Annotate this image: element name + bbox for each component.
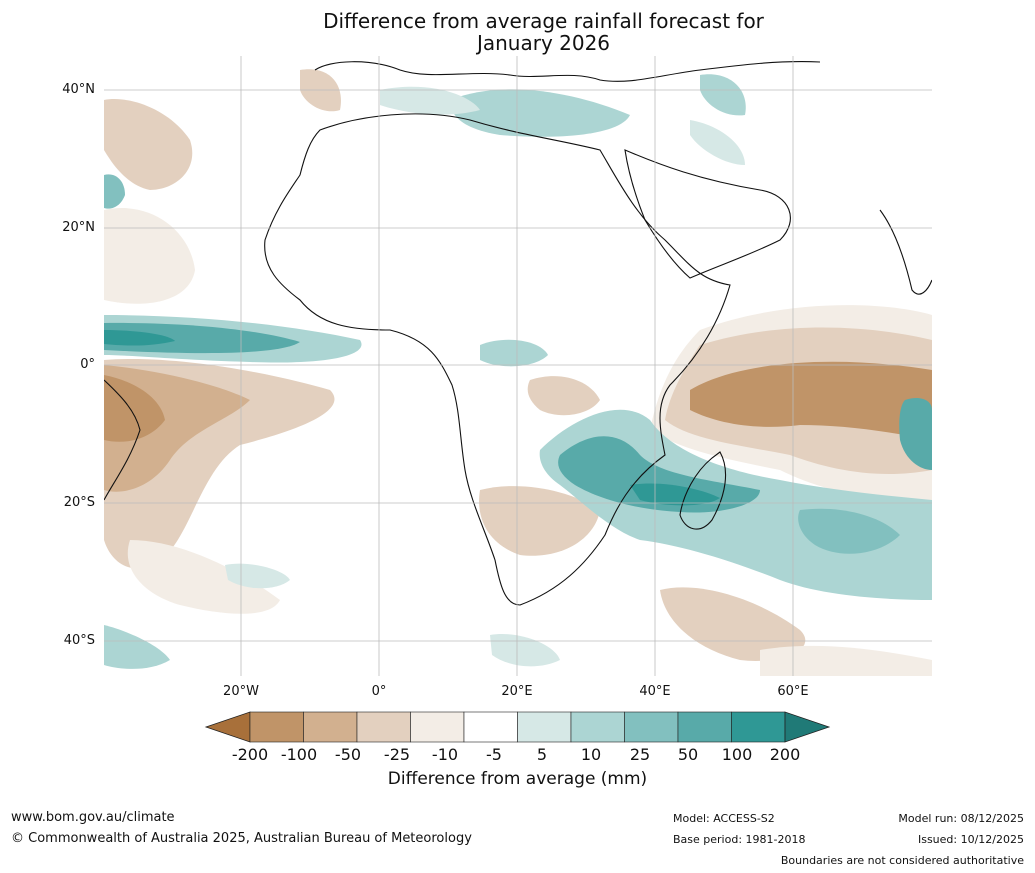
lat-label-equator: 0°	[80, 357, 95, 372]
anomaly-wet-mediterranean-light	[380, 86, 480, 115]
anomaly-dry-south-atlantic	[127, 540, 280, 614]
anomaly-dry-central-africa	[527, 376, 600, 416]
footer-copyright: © Commonwealth of Australia 2025, Austra…	[11, 831, 472, 846]
colorbar-segments	[204, 711, 831, 743]
anomaly-dry-tropical-atlantic	[104, 208, 195, 304]
anomaly-dry-southern-africa	[479, 486, 600, 556]
lat-label-20s: 20°S	[63, 495, 95, 510]
colorbar-tick-label: 10	[580, 745, 602, 764]
colorbar-segment	[356, 711, 411, 743]
colorbar-segment	[677, 711, 732, 743]
colorbar-tick-label: 25	[629, 745, 651, 764]
colorbar-tick-label: -200	[231, 745, 269, 764]
colorbar-tick-label: -100	[280, 745, 318, 764]
lon-label-0: 0°	[371, 684, 387, 699]
lon-label-60e: 60°E	[777, 684, 809, 699]
colorbar-tick-label: 50	[677, 745, 699, 764]
anomaly-dry-north-atlantic	[104, 99, 193, 190]
colorbar-tick-label: -25	[383, 745, 411, 764]
lat-label-40n: 40°N	[62, 82, 95, 97]
south-america-coastline	[104, 379, 141, 501]
colorbar-tick-label: -50	[334, 745, 362, 764]
anomaly-wet-atlantic-itcz	[104, 322, 300, 354]
footer-issued: Issued: 10/12/2025	[917, 833, 1024, 846]
footer-model-run: Model run: 08/12/2025	[898, 812, 1024, 825]
colorbar-tick-label: -10	[431, 745, 459, 764]
anomaly-wet-madagascar-core	[630, 483, 720, 506]
colorbar-segment	[410, 711, 465, 743]
anomaly-wet-atlantic-itcz-core	[104, 330, 175, 346]
anomaly-wet-south-indian	[798, 508, 900, 554]
anomaly-wet-east-indian	[899, 398, 932, 470]
footer-disclaimer: Boundaries are not considered authoritat…	[780, 854, 1024, 867]
anomaly-dry-southern-ocean	[660, 587, 806, 661]
anomaly-wet-gulf	[690, 120, 745, 165]
colorbar-tick-label: 200	[769, 745, 801, 764]
title-line-2: January 2026	[476, 31, 611, 55]
anomaly-dry-brazil-core	[104, 375, 165, 442]
colorbar-segment	[624, 711, 679, 743]
anomaly-wet-mediterranean	[450, 89, 630, 137]
anomaly-dry-far-south	[760, 645, 932, 676]
anomaly-dry-indian-ocean-core	[690, 361, 932, 440]
footer-url[interactable]: www.bom.gov.au/climate	[11, 810, 175, 825]
colorbar-tick-label: 5	[536, 745, 548, 764]
colorbar-extend-high	[784, 711, 831, 743]
madagascar-coastline	[679, 451, 727, 530]
lon-label-20e: 20°E	[501, 684, 533, 699]
anomaly-wet-north-atlantic	[104, 174, 125, 209]
lat-label-20n: 20°N	[62, 220, 95, 235]
anomaly-wet-mozambique-channel	[558, 436, 760, 513]
lon-label-40e: 40°E	[639, 684, 671, 699]
colorbar-segment	[731, 711, 786, 743]
anomaly-wet-southern-atlantic	[104, 625, 170, 669]
anomaly-wet-southern-ocean	[490, 634, 560, 667]
colorbar-segment	[463, 711, 518, 743]
lat-label-40s: 40°S	[63, 633, 95, 648]
colorbar-title: Difference from average (mm)	[387, 769, 648, 789]
europe-coastline	[314, 61, 821, 82]
arabia-coastline	[624, 149, 791, 279]
colorbar-segment	[517, 711, 572, 743]
footer-base-period: Base period: 1981-2018	[673, 833, 806, 846]
colorbar-segment	[303, 711, 358, 743]
colorbar-tick-label: 100	[721, 745, 753, 764]
anomaly-field	[104, 69, 932, 676]
colorbar-segment	[570, 711, 625, 743]
africa-coastline	[264, 113, 731, 606]
anomaly-wet-caspian	[700, 74, 746, 116]
graticule	[104, 56, 932, 676]
title-line-1: Difference from average rainfall forecas…	[323, 9, 764, 33]
lon-label-20w: 20°W	[223, 684, 259, 699]
anomaly-wet-congo	[480, 339, 548, 367]
footer-model: Model: ACCESS-S2	[673, 812, 775, 825]
colorbar-extend-low	[204, 711, 251, 743]
map-title: Difference from average rainfall forecas…	[0, 10, 1035, 54]
colorbar-segment	[249, 711, 304, 743]
colorbar-tick-label: -5	[486, 745, 502, 764]
